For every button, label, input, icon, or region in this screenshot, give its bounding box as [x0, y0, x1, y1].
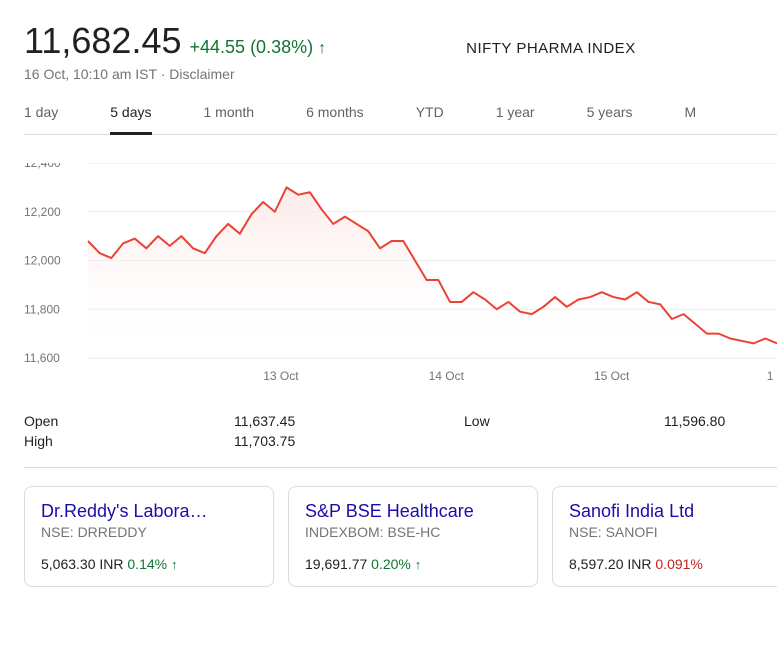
change-pct: (0.38%)	[250, 37, 313, 57]
index-name: NIFTY PHARMA INDEX	[466, 40, 636, 57]
disclaimer-link[interactable]: Disclaimer	[169, 66, 234, 82]
tab-m[interactable]: M	[685, 104, 697, 135]
tab-1-month[interactable]: 1 month	[204, 104, 255, 135]
svg-text:1: 1	[767, 369, 774, 383]
high-value: 11,703.75	[234, 431, 464, 451]
stats-divider	[24, 467, 777, 468]
related-cards: Dr.Reddy's Labora… NSE: DRREDDY 5,063.30 I…	[24, 486, 777, 587]
card-subtitle: NSE: SANOFI	[569, 524, 777, 540]
price-change: +44.55 (0.38%) ↑	[189, 37, 326, 58]
svg-text:12,200: 12,200	[24, 205, 61, 219]
svg-text:11,800: 11,800	[24, 302, 60, 316]
card-price: 8,597.20 INR 0.091%	[569, 556, 777, 572]
svg-text:12,400: 12,400	[24, 163, 61, 170]
arrow-up-icon: ↑	[171, 557, 178, 572]
low-value: 11,596.80	[664, 411, 725, 431]
open-value: 11,637.45	[234, 411, 464, 431]
price-chart[interactable]: 12,400 12,200 12,000 11,800 11,600 13 Oct 14 O…	[24, 163, 777, 393]
card-pct: 0.14%	[127, 556, 167, 572]
tab-6-months[interactable]: 6 months	[306, 104, 364, 135]
card-price: 5,063.30 INR 0.14% ↑	[41, 556, 257, 572]
timestamp: 16 Oct, 10:10 am IST	[24, 66, 157, 82]
card-title: Sanofi India Ltd	[569, 501, 777, 522]
high-label: High	[24, 431, 234, 451]
related-card[interactable]: S&P BSE Healthcare INDEXBOM: BSE-HC 19,691…	[288, 486, 538, 587]
tab-5-days[interactable]: 5 days	[110, 104, 151, 135]
arrow-up-icon: ↑	[318, 40, 326, 57]
index-price: 11,682.45	[24, 20, 181, 62]
card-pct: 0.20%	[371, 556, 411, 572]
svg-text:14 Oct: 14 Oct	[429, 369, 465, 383]
svg-text:11,600: 11,600	[24, 351, 60, 365]
card-pct: 0.091%	[655, 556, 702, 572]
tab-1-year[interactable]: 1 year	[496, 104, 535, 135]
svg-text:13 Oct: 13 Oct	[263, 369, 299, 383]
card-price: 19,691.77 0.20% ↑	[305, 556, 521, 572]
card-subtitle: NSE: DRREDDY	[41, 524, 257, 540]
ohlc-stats: Open High 11,637.45 11,703.75 Low 11,596…	[24, 411, 777, 451]
card-subtitle: INDEXBOM: BSE-HC	[305, 524, 521, 540]
change-abs: +44.55	[189, 37, 245, 57]
tab-5-years[interactable]: 5 years	[587, 104, 633, 135]
related-card[interactable]: Sanofi India Ltd NSE: SANOFI 8,597.20 INR …	[552, 486, 777, 587]
tab-ytd[interactable]: YTD	[416, 104, 444, 135]
arrow-up-icon: ↑	[415, 557, 422, 572]
range-tabs: 1 day 5 days 1 month 6 months YTD 1 year 5 yea…	[24, 104, 777, 135]
open-label: Open	[24, 411, 234, 431]
card-title: Dr.Reddy's Labora…	[41, 501, 257, 522]
tab-1-day[interactable]: 1 day	[24, 104, 58, 135]
card-title: S&P BSE Healthcare	[305, 501, 521, 522]
svg-text:12,000: 12,000	[24, 254, 61, 268]
low-label: Low	[464, 411, 664, 431]
related-card[interactable]: Dr.Reddy's Labora… NSE: DRREDDY 5,063.30 I…	[24, 486, 274, 587]
svg-text:15 Oct: 15 Oct	[594, 369, 630, 383]
